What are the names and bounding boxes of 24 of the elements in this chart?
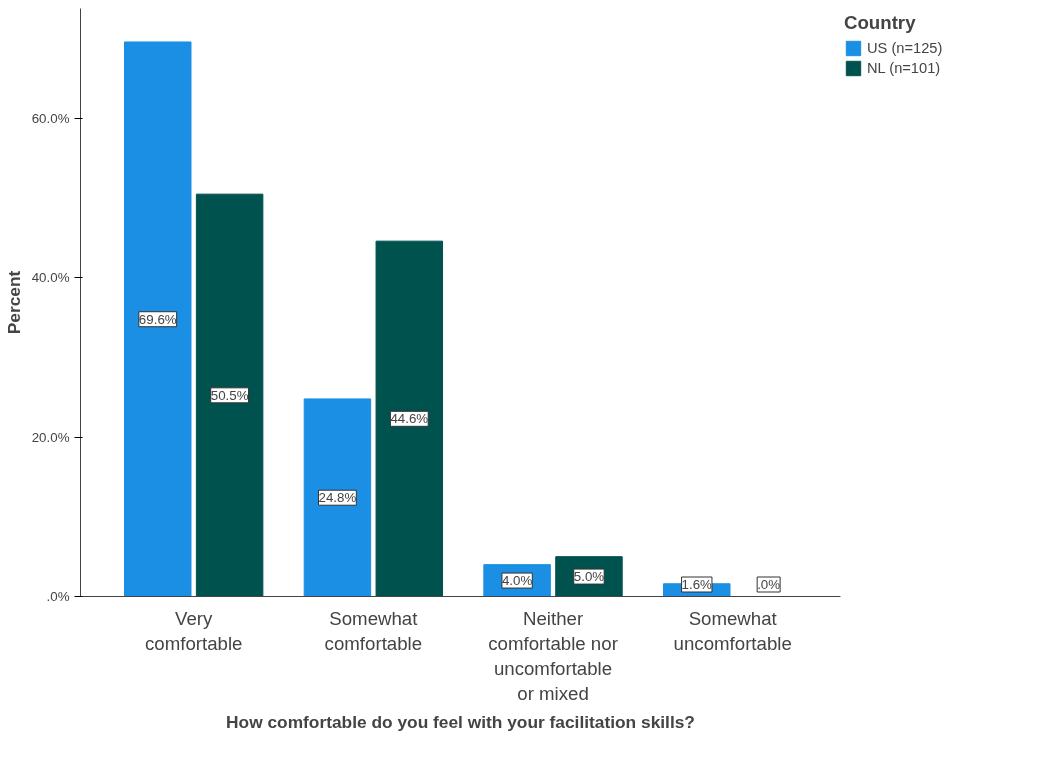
y-tick-label: 20.0% — [31, 429, 70, 445]
y-tick-label: .0% — [46, 589, 70, 604]
data-label: 50.5% — [210, 387, 249, 403]
data-label: 44.6% — [390, 411, 429, 427]
data-label: 4.0% — [501, 573, 533, 589]
y-axis-title: Percent — [3, 270, 24, 335]
x-tick-label: Very comfortable — [144, 607, 243, 654]
y-tick-label: 60.0% — [31, 110, 70, 126]
data-label: 5.0% — [573, 569, 605, 585]
data-label: 69.6% — [138, 311, 177, 327]
bar — [375, 240, 444, 597]
x-tick-label: Somewhat comfortable — [324, 607, 423, 654]
x-tick-label: Somewhat uncomfortable — [673, 607, 792, 654]
x-tick-label: Neither comfortable nor uncomfortable or mixed — [488, 607, 618, 705]
data-label: 24.8% — [318, 490, 357, 506]
legend-label: NL (n=101) — [867, 60, 941, 76]
legend-label: US (n=125) — [867, 40, 943, 56]
y-tick-label: 40.0% — [31, 270, 70, 286]
bar — [124, 41, 192, 597]
data-label: .0% — [757, 577, 781, 592]
bar — [195, 193, 264, 597]
x-axis-title: How comfortable do you feel with your facilitation skills? — [226, 712, 695, 733]
bar — [303, 398, 372, 597]
legend-title: Country — [844, 12, 917, 34]
